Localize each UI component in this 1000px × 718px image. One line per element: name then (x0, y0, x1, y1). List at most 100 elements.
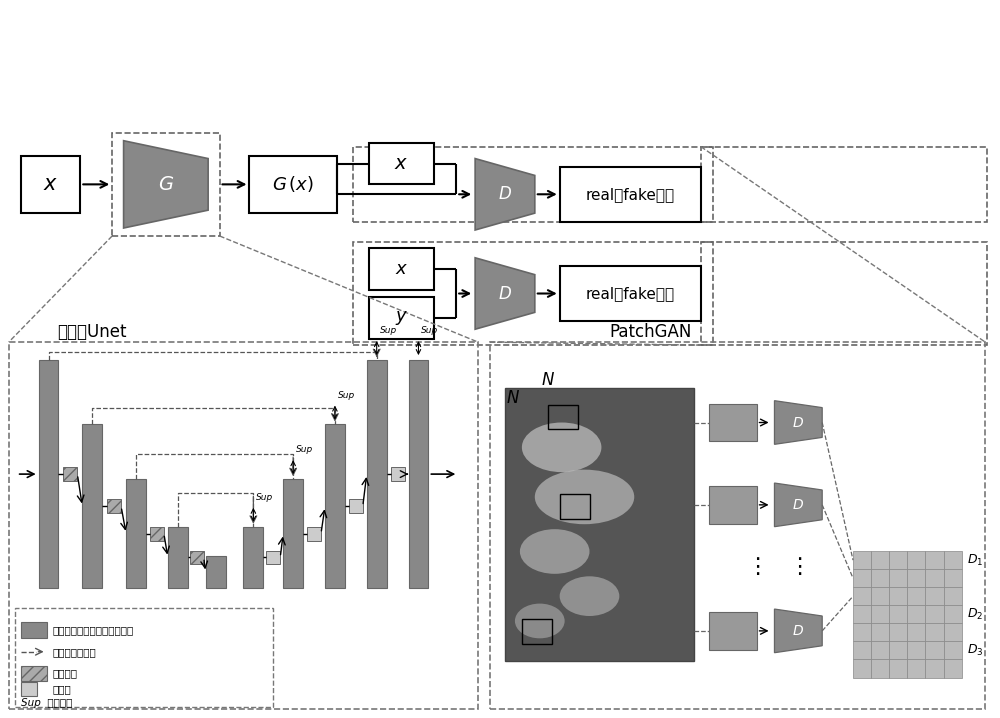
Text: Sup: Sup (296, 445, 313, 454)
Polygon shape (124, 141, 208, 228)
Bar (560, 167, 701, 222)
Text: real或fake矩阵: real或fake矩阵 (586, 286, 675, 301)
Bar (21, 156, 80, 213)
Polygon shape (475, 258, 535, 330)
Ellipse shape (535, 470, 634, 524)
Bar (249, 156, 337, 213)
Bar (283, 479, 303, 588)
Bar (853, 605, 871, 623)
Bar (889, 659, 907, 678)
Polygon shape (774, 401, 822, 444)
Bar (243, 527, 263, 588)
Ellipse shape (560, 577, 619, 616)
Bar (944, 569, 962, 587)
Bar (112, 133, 220, 236)
Bar (206, 556, 226, 588)
Bar (853, 641, 871, 659)
Text: $D$: $D$ (498, 284, 512, 302)
Polygon shape (475, 159, 535, 230)
Bar (871, 587, 889, 605)
Ellipse shape (522, 422, 601, 472)
Text: $G\,(x)$: $G\,(x)$ (272, 174, 314, 195)
Text: $x$: $x$ (43, 174, 58, 195)
Text: 全尺度跳跃连接: 全尺度跳跃连接 (53, 647, 96, 657)
Bar (925, 659, 944, 678)
Bar (889, 623, 907, 641)
Text: $\vdots$: $\vdots$ (788, 556, 802, 577)
Bar (925, 641, 944, 659)
Bar (907, 551, 925, 569)
Bar (307, 527, 321, 541)
Text: PatchGAN: PatchGAN (609, 323, 692, 341)
Bar (353, 146, 713, 222)
Text: $y$: $y$ (395, 309, 408, 327)
Ellipse shape (515, 604, 565, 638)
Bar (871, 641, 889, 659)
Text: $D_2$: $D_2$ (967, 607, 983, 622)
Bar (369, 248, 434, 289)
Bar (889, 569, 907, 587)
Text: $D$: $D$ (498, 185, 512, 203)
Bar (944, 551, 962, 569)
Bar (853, 569, 871, 587)
Bar (126, 479, 146, 588)
Bar (925, 587, 944, 605)
Bar (889, 605, 907, 623)
Bar (349, 500, 363, 513)
Bar (871, 659, 889, 678)
Bar (505, 388, 694, 661)
Bar (925, 605, 944, 623)
Text: $D$: $D$ (792, 498, 804, 512)
Bar (560, 266, 701, 321)
Bar (168, 527, 188, 588)
Text: real或fake矩阵: real或fake矩阵 (586, 187, 675, 202)
Bar (701, 242, 987, 345)
Text: Sup  深度监督: Sup 深度监督 (21, 699, 72, 709)
Bar (709, 404, 757, 442)
Bar (871, 605, 889, 623)
Bar (548, 405, 578, 429)
Bar (490, 342, 985, 709)
Bar (21, 666, 47, 681)
Bar (944, 623, 962, 641)
Text: $N$: $N$ (506, 388, 520, 406)
Text: $N$: $N$ (541, 370, 555, 389)
Text: $D_1$: $D_1$ (967, 553, 983, 568)
Text: Sup: Sup (338, 391, 355, 400)
Bar (907, 623, 925, 641)
Bar (21, 683, 37, 696)
Bar (853, 551, 871, 569)
Text: 改进的Unet: 改进的Unet (57, 323, 127, 341)
Bar (39, 360, 58, 588)
Polygon shape (774, 483, 822, 527)
Bar (701, 146, 987, 222)
Bar (325, 424, 345, 588)
Bar (21, 622, 47, 638)
Bar (907, 641, 925, 659)
Text: 卷积＋批量正规化＋激活函数: 卷积＋批量正规化＋激活函数 (53, 625, 134, 635)
Bar (871, 569, 889, 587)
Text: Sup: Sup (256, 493, 274, 502)
Bar (889, 551, 907, 569)
Bar (266, 551, 280, 564)
Bar (369, 143, 434, 185)
Bar (9, 342, 478, 709)
Bar (190, 551, 204, 564)
Text: Sup: Sup (380, 326, 397, 335)
Text: $x$: $x$ (395, 260, 408, 278)
Bar (944, 659, 962, 678)
Bar (871, 551, 889, 569)
Bar (353, 242, 713, 345)
Bar (409, 360, 428, 588)
Bar (107, 500, 121, 513)
Bar (15, 608, 273, 707)
Text: $D_3$: $D_3$ (967, 643, 983, 658)
Bar (889, 587, 907, 605)
Bar (907, 569, 925, 587)
Bar (367, 360, 387, 588)
Bar (925, 569, 944, 587)
Ellipse shape (520, 529, 590, 574)
Text: $D$: $D$ (792, 624, 804, 638)
Bar (925, 623, 944, 641)
Bar (907, 659, 925, 678)
